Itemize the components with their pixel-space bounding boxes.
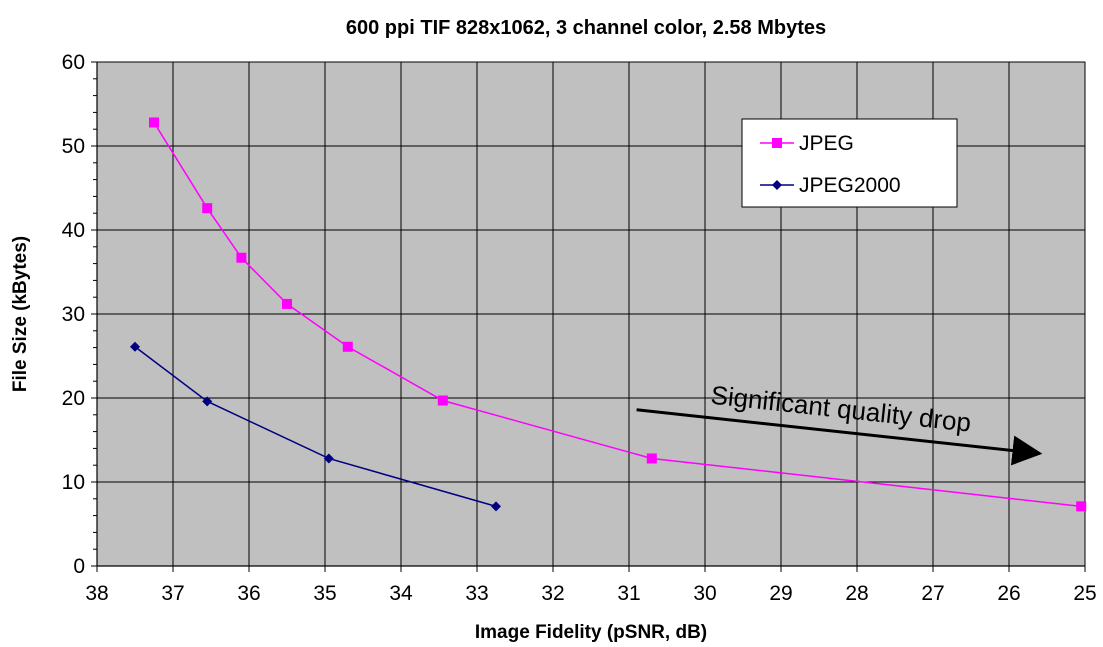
series-line-jpeg [153, 122, 1082, 508]
y-tick-label: 60 [62, 51, 85, 74]
x-tick-label: 34 [389, 582, 413, 605]
series-line-jpeg2000 [134, 346, 497, 508]
x-tick-label: 27 [921, 582, 944, 605]
data-point-jpeg [282, 298, 292, 309]
x-tick-label: 28 [845, 582, 868, 605]
data-point-jpeg [342, 341, 353, 352]
x-tick-label: 35 [313, 582, 336, 605]
data-point-jpeg [437, 395, 448, 406]
x-tick-label: 26 [997, 582, 1020, 605]
legend-jpeg-label: JPEG [799, 132, 854, 155]
y-axis-title: File Size (kBytes) [10, 236, 31, 392]
legend-box [741, 118, 958, 208]
series-layer [130, 117, 1087, 512]
chart-title: 600 ppi TIF 828x1062, 3 channel color, 2… [346, 17, 826, 39]
x-tick-label: 25 [1073, 582, 1096, 605]
x-tick-label: 37 [161, 582, 184, 605]
y-tick-label: 20 [62, 387, 85, 410]
x-tick-label: 31 [617, 582, 640, 605]
data-point-jpeg [202, 203, 213, 214]
y-tick-label: 50 [62, 135, 85, 158]
y-tick-label: 0 [73, 555, 85, 578]
data-point-jpeg2000 [130, 341, 140, 352]
y-tick-label: 40 [62, 219, 85, 242]
x-tick-label: 38 [85, 582, 108, 605]
data-point-jpeg [149, 117, 159, 128]
data-point-jpeg [646, 453, 657, 464]
legend-jpeg-marker [772, 138, 782, 148]
x-tick-label: 36 [237, 582, 260, 605]
x-tick-label: 29 [769, 582, 792, 605]
data-point-jpeg [236, 252, 247, 263]
x-axis-title: Image Fidelity (pSNR, dB) [475, 622, 707, 643]
y-tick-label: 30 [62, 303, 85, 326]
legend-jpeg2000-label: JPEG2000 [799, 174, 901, 197]
y-tick-label: 10 [62, 471, 85, 494]
data-point-jpeg2000 [323, 453, 334, 464]
axes: 38 37 36 35 34 33 32 31 30 29 28 27 26 25 0 10 20 30 40 50 6… [62, 51, 1097, 605]
annotation-arrow [636, 408, 1043, 466]
data-point-jpeg2000 [491, 501, 501, 512]
data-point-jpeg2000 [202, 396, 213, 407]
x-tick-label: 30 [693, 582, 716, 605]
x-tick-label: 33 [465, 582, 488, 605]
data-point-jpeg [1076, 501, 1087, 512]
legend: JPEG JPEG2000 [741, 118, 958, 208]
x-tick-label: 32 [541, 582, 564, 605]
legend-jpeg2000-marker [772, 180, 782, 190]
